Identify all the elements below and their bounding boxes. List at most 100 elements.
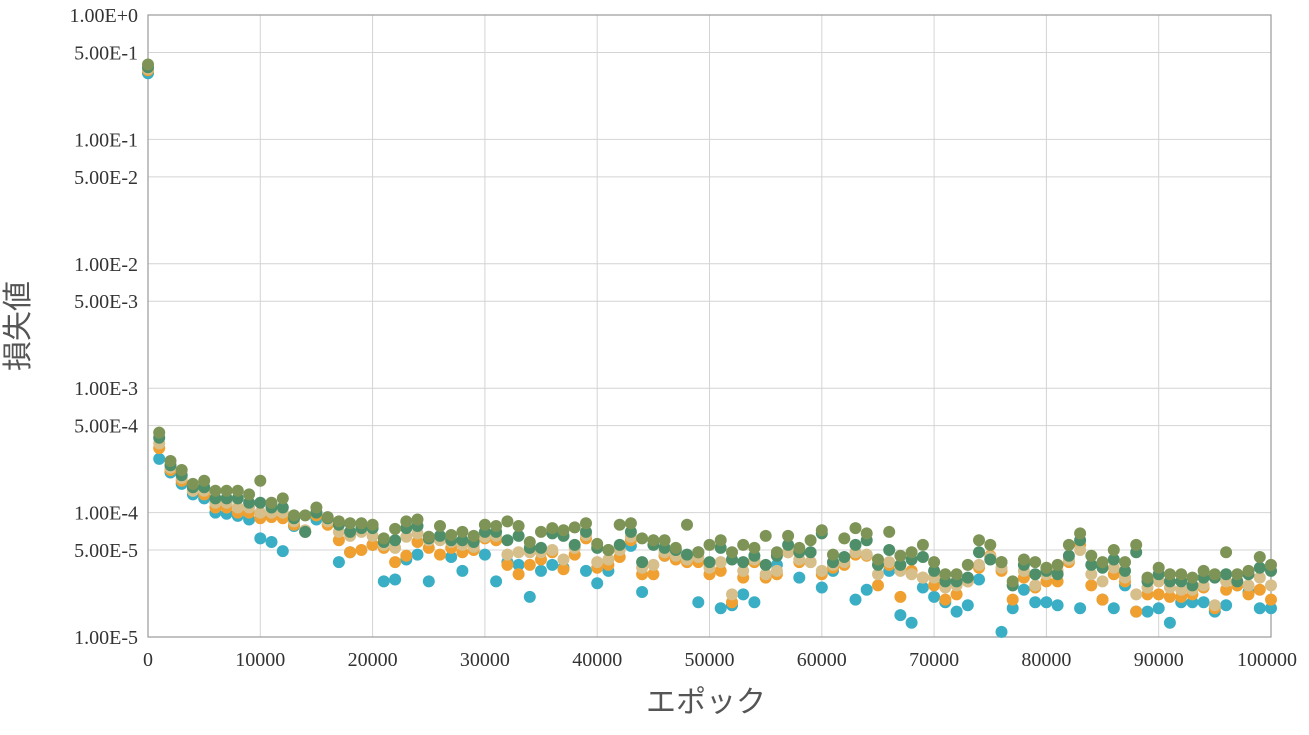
data-point-series-3 [546, 544, 559, 556]
y-axis-title: 損失値 [1, 281, 36, 371]
data-point-series-4 [984, 553, 997, 566]
data-point-series-1 [1040, 596, 1053, 609]
data-point-series-1 [1197, 596, 1210, 609]
data-point-series-2 [355, 544, 368, 556]
data-point-series-3 [714, 556, 727, 569]
data-point-series-5 [872, 553, 884, 566]
data-point-series-1 [815, 581, 828, 594]
data-point-series-4 [613, 538, 626, 551]
data-point-series-5 [692, 546, 705, 559]
data-point-series-2 [400, 549, 413, 562]
data-point-series-5 [568, 521, 581, 534]
data-point-series-2 [894, 590, 907, 603]
data-point-series-5 [400, 515, 413, 528]
data-point-series-4 [973, 546, 985, 559]
data-point-series-4 [928, 564, 941, 577]
data-point-series-4 [883, 544, 896, 556]
x-axis-tick-labels: 0 10000 20000 30000 40000 50000 60000 70000 8000… [143, 649, 1297, 671]
data-point-series-2 [939, 593, 952, 606]
data-point-series-5 [681, 518, 693, 531]
data-point-series-5 [759, 529, 772, 542]
data-point-series-5 [411, 513, 424, 526]
data-point-series-4 [501, 534, 514, 547]
data-point-series-1 [1253, 602, 1266, 615]
data-point-series-5 [164, 455, 177, 467]
data-point-series-5 [827, 548, 839, 561]
data-point-series-2 [714, 564, 727, 577]
data-point-series-3 [872, 568, 884, 581]
x-tick-label: 90000 [1134, 649, 1184, 671]
data-point-series-2 [1242, 588, 1255, 601]
data-point-series-3 [254, 506, 267, 519]
data-point-series-4 [1119, 564, 1131, 577]
data-point-series-1 [1017, 583, 1030, 596]
data-point-series-1 [1029, 596, 1042, 609]
y-tick-label: 1.00E-2 [74, 254, 138, 276]
data-point-series-5 [580, 517, 592, 530]
data-point-series-5 [535, 525, 547, 538]
data-point-series-5 [849, 522, 862, 535]
data-point-series-5 [1085, 549, 1098, 562]
data-point-series-4 [512, 529, 525, 542]
data-point-series-4 [782, 538, 795, 551]
data-point-series-5 [726, 546, 738, 559]
y-tick-label: 5.00E-5 [74, 540, 138, 562]
data-point-series-5 [1040, 561, 1053, 574]
data-point-series-5 [366, 518, 379, 531]
data-point-series-2 [1006, 593, 1019, 606]
data-point-series-5 [332, 515, 345, 528]
data-point-series-1 [860, 583, 873, 596]
axes [147, 14, 1272, 638]
data-point-series-2 [411, 536, 424, 548]
data-point-series-1 [849, 593, 862, 606]
data-point-series-5 [299, 509, 312, 522]
data-point-series-5 [984, 538, 997, 551]
data-point-series-5 [231, 484, 244, 497]
data-point-series-3 [647, 558, 660, 571]
data-point-series-5 [602, 544, 615, 556]
data-point-series-3 [916, 571, 929, 584]
data-point-series-1 [422, 575, 435, 588]
data-point-series-5 [770, 546, 783, 559]
data-point-series-1 [389, 573, 402, 586]
data-point-series-1 [254, 532, 267, 545]
data-point-series-5 [1130, 538, 1143, 551]
x-tick-label: 20000 [348, 649, 398, 671]
data-point-series-5 [557, 524, 570, 537]
data-point-series-5 [512, 520, 525, 532]
data-point-series-4 [389, 534, 402, 547]
data-point-series-2 [389, 556, 402, 569]
data-point-series-5 [1220, 546, 1233, 559]
data-point-series-4 [916, 551, 929, 563]
data-point-series-5 [782, 529, 795, 542]
data-point-series-4 [535, 541, 547, 554]
data-point-series-4 [636, 556, 649, 569]
y-tick-label: 5.00E-2 [74, 167, 138, 189]
data-point-series-4 [299, 525, 312, 538]
data-point-series-1 [1107, 602, 1120, 615]
data-point-series-5 [1074, 527, 1087, 540]
data-point-series-5 [928, 556, 941, 569]
data-point-series-3 [759, 568, 772, 581]
data-point-series-3 [1096, 575, 1109, 588]
data-point-series-4 [243, 496, 256, 509]
data-point-series-2 [1253, 583, 1266, 596]
data-point-series-5 [478, 518, 491, 531]
data-point-series-5 [1208, 568, 1221, 581]
data-point-series-5 [815, 524, 828, 537]
data-point-series-5 [490, 520, 503, 532]
data-point-series-5 [838, 532, 851, 545]
data-point-series-5 [613, 518, 626, 531]
data-point-series-3 [557, 553, 570, 566]
data-point-series-5 [1119, 556, 1131, 569]
data-point-series-5 [669, 541, 682, 554]
data-point-series-5 [1051, 558, 1064, 571]
data-point-series-1 [445, 551, 458, 563]
data-point-series-1 [1163, 616, 1176, 629]
y-tick-label: 1.00E+0 [70, 5, 139, 27]
data-point-series-4 [1107, 553, 1120, 566]
data-point-series-3 [973, 558, 985, 571]
data-point-series-5 [254, 474, 267, 487]
data-point-series-5 [265, 496, 278, 509]
